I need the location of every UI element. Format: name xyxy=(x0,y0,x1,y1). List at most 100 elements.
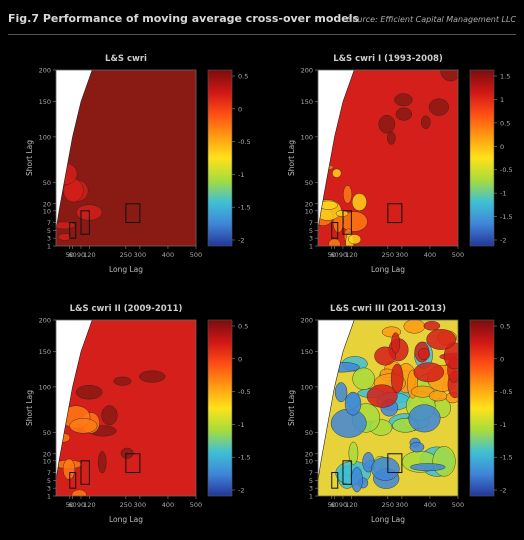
colorbar-tick-label: 0.5 xyxy=(500,323,510,331)
x-tick-label: 300 xyxy=(134,251,146,259)
y-tick-label: 100 xyxy=(301,383,313,391)
y-tick-label: 3 xyxy=(309,485,313,493)
y-axis-label: Short Lag xyxy=(287,140,296,176)
y-tick-label: 1 xyxy=(309,243,313,251)
x-tick-label: 60 xyxy=(68,501,76,509)
contour-region xyxy=(371,457,400,481)
x-tick-label: 50 xyxy=(66,251,74,259)
chart-title: L&S cwri II (2009-2011) xyxy=(70,304,183,314)
contour-region xyxy=(69,418,98,434)
colorbar-tick-label: -0.5 xyxy=(238,388,251,396)
heatmap-surface xyxy=(56,320,196,496)
figure-header: Fig.7 Performance of moving average cros… xyxy=(0,0,524,40)
x-tick-label: 400 xyxy=(162,501,174,509)
x-tick-label: 90 xyxy=(77,251,85,259)
contour-region xyxy=(352,367,375,390)
contour-region xyxy=(328,238,341,246)
contour-region xyxy=(390,363,404,394)
contour-region xyxy=(395,107,413,121)
contour-region xyxy=(62,458,76,480)
contour-region xyxy=(394,93,413,107)
y-tick-label: 3 xyxy=(47,485,51,493)
highlight-box xyxy=(125,453,141,474)
contour-region xyxy=(113,376,132,386)
x-tick-label: 300 xyxy=(396,501,408,509)
contour-region xyxy=(387,131,396,145)
colorbar-tick-label: -1 xyxy=(500,190,506,198)
x-tick-label: 60 xyxy=(68,251,76,259)
x-tick-label: 500 xyxy=(452,501,464,509)
contour-region xyxy=(378,115,396,134)
y-tick-label: 50 xyxy=(305,429,313,437)
chart-title: L&S cwri III (2011-2013) xyxy=(330,304,446,314)
colorbar-tick-label: -2 xyxy=(238,487,244,495)
colorbar xyxy=(469,319,495,497)
colorbar-tick-label: -1.5 xyxy=(500,213,513,221)
y-tick-label: 20 xyxy=(305,450,313,458)
contour-region xyxy=(351,467,363,493)
colorbar-tick-label: 0.5 xyxy=(238,73,248,81)
x-tick-label: 60 xyxy=(330,501,338,509)
contour-region xyxy=(348,234,362,245)
colorbar-tick-label: 0.5 xyxy=(500,119,510,127)
y-tick-label: 20 xyxy=(43,200,51,208)
colorbar-tick-label: 1 xyxy=(500,96,504,104)
colorbar-tick-label: 0 xyxy=(500,143,504,151)
x-axis-label: Long Lag xyxy=(371,515,405,524)
contour-region xyxy=(97,451,107,474)
x-tick-label: 500 xyxy=(190,501,202,509)
y-tick-label: 200 xyxy=(301,317,313,325)
x-tick-label: 300 xyxy=(396,251,408,259)
colorbar-tick-label: -1.5 xyxy=(238,204,251,212)
x-tick-label: 250 xyxy=(382,501,394,509)
x-tick-label: 250 xyxy=(120,501,132,509)
x-tick-label: 120 xyxy=(345,251,357,259)
x-axis-label: Long Lag xyxy=(109,265,143,274)
x-tick-label: 400 xyxy=(424,501,436,509)
highlight-box xyxy=(69,472,77,489)
x-tick-label: 250 xyxy=(120,251,132,259)
y-tick-label: 100 xyxy=(39,133,51,141)
highlight-box xyxy=(331,222,339,239)
colorbar-tick-label: 0.5 xyxy=(238,323,248,331)
y-tick-label: 7 xyxy=(47,469,51,477)
x-tick-label: 120 xyxy=(83,501,95,509)
contour-region xyxy=(391,332,401,354)
colorbar-tick-label: 0 xyxy=(238,105,242,113)
y-tick-label: 20 xyxy=(305,200,313,208)
colorbar xyxy=(207,69,233,247)
y-axis-label: Short Lag xyxy=(25,140,34,176)
y-tick-label: 150 xyxy=(39,348,51,356)
y-tick-label: 1 xyxy=(309,493,313,501)
y-tick-label: 150 xyxy=(301,348,313,356)
y-tick-label: 50 xyxy=(43,179,51,187)
highlight-box xyxy=(387,203,403,224)
y-tick-label: 5 xyxy=(309,227,313,235)
x-tick-label: 250 xyxy=(382,251,394,259)
x-axis-label: Long Lag xyxy=(109,515,143,524)
x-tick-label: 90 xyxy=(339,251,347,259)
x-tick-label: 60 xyxy=(330,251,338,259)
y-tick-label: 1 xyxy=(47,493,51,501)
y-tick-label: 5 xyxy=(309,477,313,485)
contour-region xyxy=(423,321,441,331)
contour-region xyxy=(58,233,72,241)
y-tick-label: 7 xyxy=(309,219,313,227)
y-tick-label: 200 xyxy=(39,317,51,325)
x-tick-label: 50 xyxy=(66,501,74,509)
highlight-box xyxy=(342,460,352,485)
contour-region xyxy=(374,346,396,366)
chart-panel-1: L&S cwri 1 3 5 7 10 20 50 100 150 200 50 60 90 120 250 3… xyxy=(0,40,262,290)
y-axis-label: Short Lag xyxy=(25,390,34,426)
contour-region xyxy=(418,347,430,361)
figure-title: Fig.7 Performance of moving average cros… xyxy=(8,12,360,25)
contour-region xyxy=(428,98,449,116)
figure-source: Source: Efficient Capital Management LLC xyxy=(347,15,516,24)
contour-region xyxy=(348,441,359,465)
colorbar-tick-label: -2 xyxy=(500,487,506,495)
y-tick-label: 100 xyxy=(301,133,313,141)
chart-panel-4: L&S cwri III (2011-2013) 1 3 5 7 10 20 50 100 150… xyxy=(262,290,524,540)
x-tick-label: 500 xyxy=(452,251,464,259)
contour-region xyxy=(428,390,448,402)
